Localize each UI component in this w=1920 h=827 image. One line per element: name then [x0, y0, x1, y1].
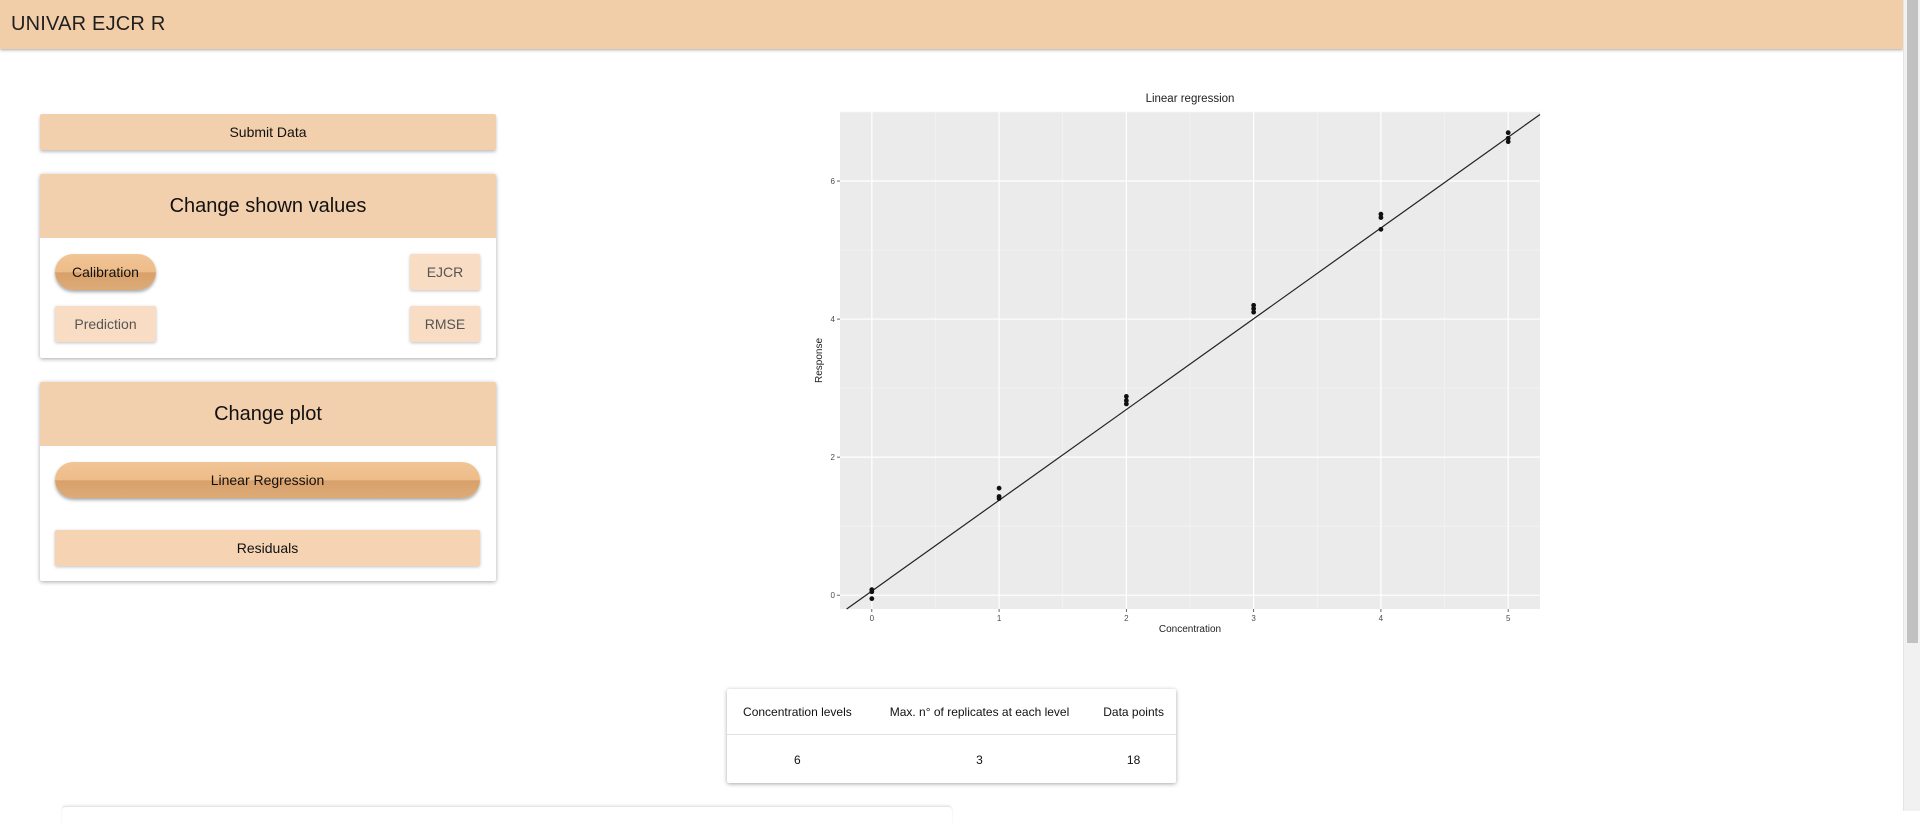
y-axis-label: Response	[814, 338, 825, 383]
summary-value-row: 6 3 18	[727, 735, 1176, 786]
major-gridlines	[840, 112, 1540, 609]
scrollbar-thumb[interactable]	[1907, 0, 1918, 643]
summary-table-card: Concentration levels Max. n° of replicat…	[727, 689, 1176, 783]
data-point	[1378, 226, 1384, 232]
change-shown-values-card: Change shown values Calibration EJCR Pre…	[40, 174, 496, 358]
summary-table: Concentration levels Max. n° of replicat…	[727, 689, 1176, 785]
x-axis-label: Concentration	[1159, 624, 1221, 635]
data-point	[869, 589, 875, 595]
change-plot-title: Change plot	[40, 382, 496, 446]
regression-line	[846, 114, 1541, 610]
y-tick-label: 4	[831, 315, 836, 324]
data-point	[1505, 135, 1511, 141]
data-point	[1123, 393, 1129, 399]
summary-header-row: Concentration levels Max. n° of replicat…	[727, 689, 1176, 735]
data-point	[1251, 306, 1257, 312]
residuals-button[interactable]: Residuals	[55, 530, 480, 566]
data-point	[996, 485, 1002, 491]
data-point	[1505, 139, 1511, 145]
linear-regression-button[interactable]: Linear Regression	[55, 462, 480, 498]
x-tick-label: 1	[997, 614, 1002, 623]
data-points	[869, 130, 1511, 602]
change-plot-card: Change plot Linear Regression Residuals	[40, 382, 496, 581]
data-point	[996, 496, 1002, 501]
data-point	[1251, 309, 1257, 315]
x-axis-ticks: 0 1 2 3 4 5	[870, 609, 1511, 623]
value-concentration-levels: 6	[794, 753, 801, 767]
y-axis-ticks: 0 2 4 6	[831, 177, 840, 600]
y-tick-label: 6	[831, 177, 836, 186]
submit-data-button[interactable]: Submit Data	[40, 114, 496, 150]
chart-svg: 0 1 2 3 4 5 0 2 4 6 Linear regression Concentrat…	[814, 93, 1541, 635]
data-point	[1505, 130, 1511, 136]
data-point	[1251, 302, 1257, 308]
x-tick-label: 4	[1379, 614, 1384, 623]
y-tick-label: 0	[831, 591, 836, 600]
x-tick-label: 3	[1251, 614, 1256, 623]
page-scrollbar[interactable]	[1903, 0, 1920, 811]
y-tick-label: 2	[831, 453, 836, 462]
linear-regression-chart: 0 1 2 3 4 5 0 2 4 6 Linear regression Concentrat…	[800, 84, 1570, 644]
calibration-button[interactable]: Calibration	[55, 254, 156, 290]
data-point	[1378, 215, 1384, 221]
value-data-points: 18	[1126, 753, 1141, 767]
x-tick-label: 2	[1124, 614, 1129, 623]
data-point	[1123, 401, 1129, 407]
x-tick-label: 0	[870, 614, 875, 623]
x-tick-label: 5	[1506, 614, 1511, 623]
data-point	[1123, 398, 1129, 403]
minor-gridlines	[840, 111, 1540, 609]
ejcr-button[interactable]: EJCR	[410, 254, 480, 290]
header-concentration-levels: Concentration levels	[727, 689, 868, 735]
change-shown-values-title: Change shown values	[40, 174, 496, 238]
data-point	[869, 596, 875, 602]
rmse-button[interactable]: RMSE	[410, 306, 480, 342]
app-bar: UNIVAR EJCR R	[0, 0, 1903, 49]
value-max-replicates: 3	[976, 753, 983, 767]
header-max-replicates: Max. n° of replicates at each level	[867, 689, 1092, 735]
results-card-edge	[62, 806, 952, 827]
prediction-button[interactable]: Prediction	[55, 306, 156, 342]
app-title: UNIVAR EJCR R	[11, 13, 166, 35]
header-data-points: Data points	[1091, 689, 1176, 735]
data-point	[1378, 211, 1384, 217]
chart-title: Linear regression	[1146, 93, 1235, 105]
